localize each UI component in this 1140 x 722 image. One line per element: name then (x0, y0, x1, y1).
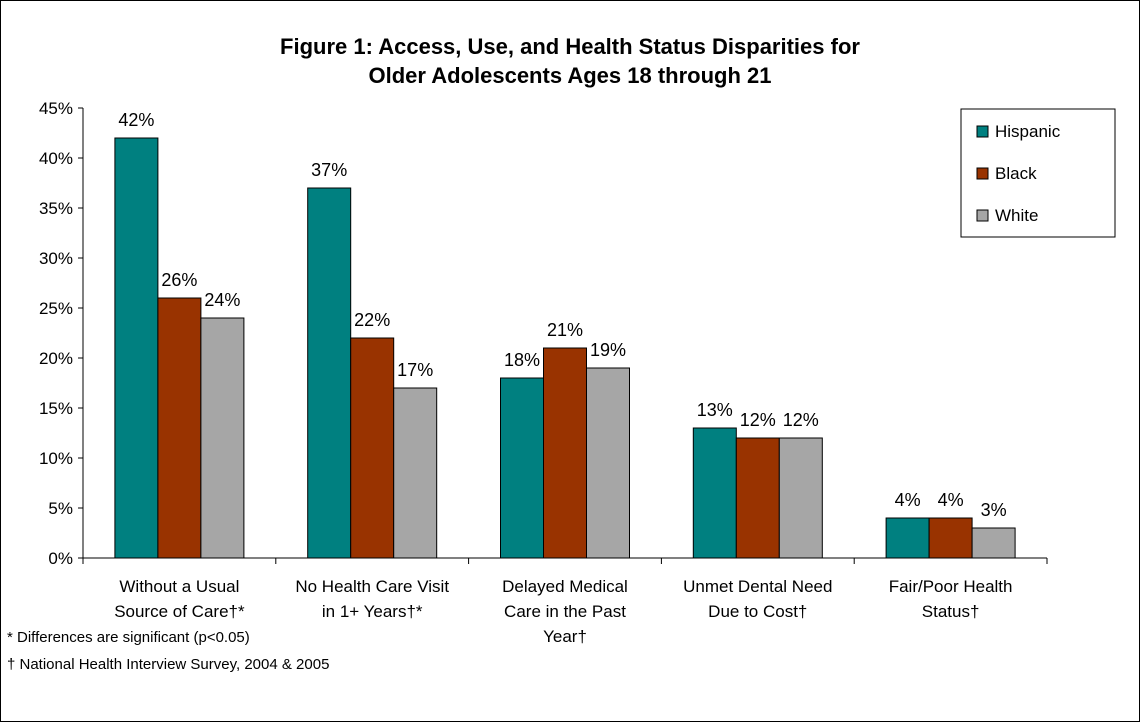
chart-title: Figure 1: Access, Use, and Health Status… (280, 34, 860, 88)
y-tick-label: 10% (39, 449, 73, 468)
legend-swatch-black (976, 167, 989, 180)
legend-swatch-white (976, 209, 989, 222)
x-category-label: Fair/Poor Health Status† (889, 577, 1013, 621)
x-axis: Without a Usual Source of Care†* No Health… (82, 557, 1048, 646)
bar-hispanic (692, 427, 737, 559)
x-category-label: Without a Usual Source of Care†* (114, 577, 245, 621)
x-category-label-line: in 1+ Years†* (322, 602, 423, 621)
y-tick-label: 20% (39, 349, 73, 368)
legend-label-white: White (995, 206, 1038, 225)
x-category-label: Unmet Dental Need Due to Cost† (683, 577, 832, 621)
chart-title-line: Older Adolescents Ages 18 through 21 (368, 63, 771, 88)
bar-hispanic (307, 187, 352, 559)
legend: Hispanic Black White (960, 108, 1116, 238)
legend-label-hispanic: Hispanic (995, 122, 1061, 141)
data-labels: 42% 37% 18% 13% 4% 26% 22% 21% 12% 4% 24% 17% 19% 12%… (118, 110, 1006, 520)
x-category-label-line: Without a Usual (119, 577, 239, 596)
x-category-label-line: Care in the Past (504, 602, 626, 621)
x-category-label: Delayed Medical Care in the Past Year† (502, 577, 628, 646)
x-category-label-line: Due to Cost† (708, 602, 807, 621)
bar-white (586, 367, 630, 559)
bar-black (543, 347, 587, 559)
data-label: 22% (354, 310, 390, 330)
legend-label-black: Black (995, 164, 1037, 183)
data-label: 18% (504, 350, 540, 370)
bar-black (928, 517, 973, 559)
bar-white (393, 387, 438, 559)
data-label: 13% (697, 400, 733, 420)
y-axis: 0% 5% 10% 15% 20% 25% 30% 35% 40% 45% (39, 99, 84, 568)
data-label: 19% (590, 340, 626, 360)
bar-white (778, 437, 823, 559)
data-label: 24% (204, 290, 240, 310)
chart-title-line: Figure 1: Access, Use, and Health Status… (280, 34, 860, 59)
y-tick-label: 35% (39, 199, 73, 218)
x-category-label-line: Delayed Medical (502, 577, 628, 596)
x-category-label: No Health Care Visit in 1+ Years†* (295, 577, 449, 621)
data-label: 42% (118, 110, 154, 130)
data-label: 21% (547, 320, 583, 340)
y-tick-label: 30% (39, 249, 73, 268)
data-label: 4% (938, 490, 964, 510)
y-tick-label: 45% (39, 99, 73, 118)
x-category-label-line: Source of Care†* (114, 602, 245, 621)
y-tick-label: 5% (48, 499, 73, 518)
x-category-label-line: Unmet Dental Need (683, 577, 832, 596)
x-category-label-line: No Health Care Visit (295, 577, 449, 596)
x-category-label-line: Year† (543, 627, 587, 646)
bar-black (157, 297, 202, 559)
bar-black (350, 337, 395, 559)
source-note: † National Health Interview Survey, 2004… (7, 656, 330, 673)
data-label: 3% (981, 500, 1007, 520)
y-tick-label: 25% (39, 299, 73, 318)
data-label: 12% (740, 410, 776, 430)
data-label: 12% (783, 410, 819, 430)
data-label: 4% (895, 490, 921, 510)
y-tick-label: 15% (39, 399, 73, 418)
data-label: 37% (311, 160, 347, 180)
legend-swatch-hispanic (976, 125, 989, 138)
bar-black (735, 437, 780, 559)
data-label: 17% (397, 360, 433, 380)
data-label: 26% (161, 270, 197, 290)
x-category-label-line: Status† (922, 602, 980, 621)
x-category-label-line: Fair/Poor Health (889, 577, 1013, 596)
bar-hispanic (885, 517, 930, 559)
bars (114, 137, 1016, 559)
bar-white (971, 527, 1016, 559)
y-tick-label: 0% (48, 549, 73, 568)
y-tick-label: 40% (39, 149, 73, 168)
bar-hispanic (114, 137, 159, 559)
significance-note: * Differences are significant (p<0.05) (7, 629, 250, 646)
bar-hispanic (500, 377, 544, 559)
bar-white (200, 317, 245, 559)
